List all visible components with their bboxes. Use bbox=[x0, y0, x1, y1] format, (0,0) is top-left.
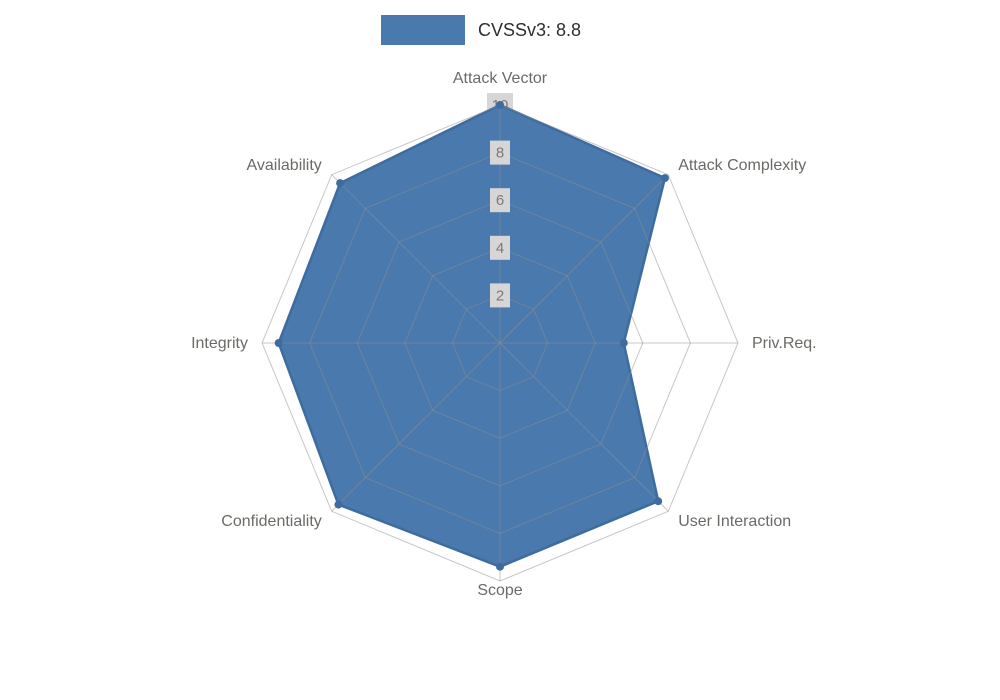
radial-tick-4: 4 bbox=[490, 235, 510, 260]
radial-tick-label: 6 bbox=[496, 192, 504, 209]
axis-label-attack-vector: Attack Vector bbox=[453, 70, 548, 87]
axis-label-integrity: Integrity bbox=[191, 335, 248, 352]
vertex-dot bbox=[496, 101, 504, 109]
vertex-dot bbox=[619, 339, 628, 347]
vertex-dot bbox=[660, 174, 669, 183]
radial-tick-label: 8 bbox=[496, 145, 504, 162]
axis-labels: Attack Vector Attack Complexity Priv.Req. U… bbox=[191, 70, 817, 599]
legend[interactable]: CVSSv3: 8.8 bbox=[381, 15, 581, 45]
axis-label-confidentiality: Confidentiality bbox=[221, 513, 322, 530]
legend-label: CVSSv3: 8.8 bbox=[478, 19, 582, 40]
radial-tick-label: 2 bbox=[496, 287, 504, 304]
grid-spoke bbox=[499, 174, 669, 344]
axis-label-priv-req-: Priv.Req. bbox=[752, 335, 817, 352]
axis-label-availability: Availability bbox=[247, 157, 322, 174]
radar-series-polygon[interactable] bbox=[277, 103, 667, 568]
vertex-dot bbox=[274, 339, 283, 347]
radial-tick-label: 4 bbox=[496, 240, 504, 257]
vertex-dot bbox=[336, 179, 345, 188]
radial-tick-8: 8 bbox=[490, 140, 510, 165]
radial-ticks: 2 4 6 8 bbox=[490, 140, 510, 308]
axis-label-scope: Scope bbox=[477, 582, 522, 599]
vertex-dot bbox=[334, 500, 343, 509]
legend-swatch[interactable] bbox=[381, 15, 465, 45]
series-vertex-dots bbox=[274, 101, 669, 571]
radial-tick-6: 6 bbox=[490, 188, 510, 213]
radial-tick-2: 2 bbox=[490, 283, 510, 308]
vertex-dot bbox=[654, 497, 663, 506]
axis-label-user-interaction: User Interaction bbox=[678, 513, 791, 530]
axis-label-attack-complexity: Attack Complexity bbox=[678, 157, 806, 174]
vertex-dot bbox=[496, 562, 504, 571]
grid-spoke bbox=[499, 342, 669, 512]
grid-spoke bbox=[331, 174, 501, 344]
grid-spoke bbox=[331, 342, 501, 512]
radar-grid bbox=[261, 104, 739, 582]
